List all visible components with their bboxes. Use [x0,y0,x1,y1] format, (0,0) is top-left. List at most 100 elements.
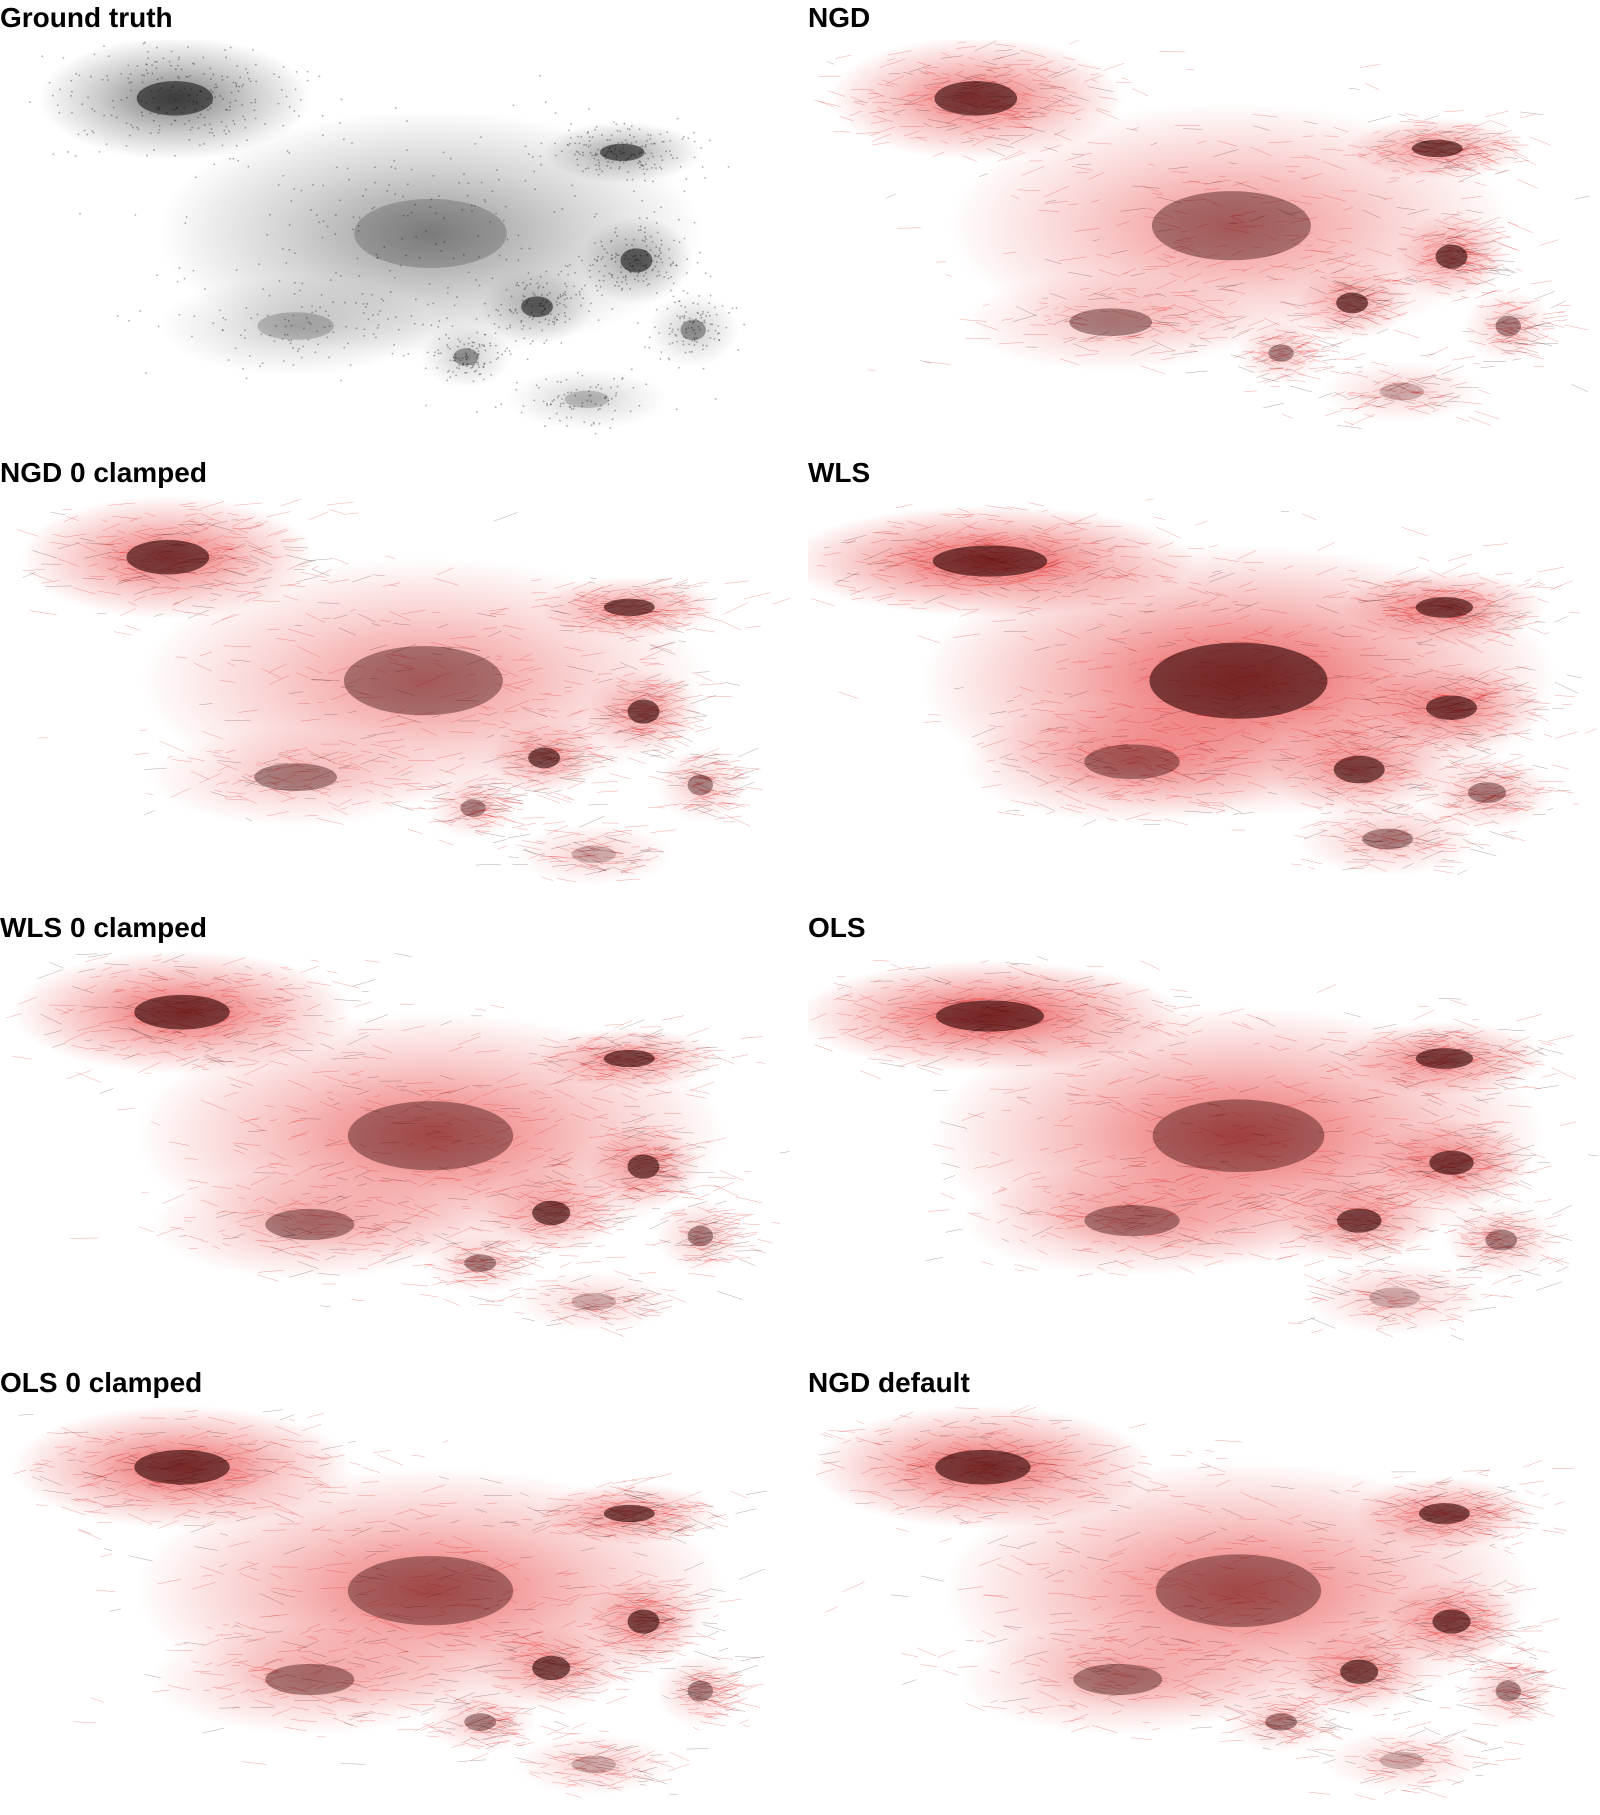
cluster-core [257,312,333,340]
cluster-core [1268,344,1293,361]
cluster-core [1429,1151,1474,1175]
cluster-core [126,540,209,575]
cluster-core [934,81,1017,116]
cluster-core [532,1656,570,1680]
plot-svg [808,495,1598,905]
cluster-core [572,1293,617,1310]
cluster-core [1362,829,1413,850]
cluster-core [1340,1660,1378,1684]
cluster-core [620,248,652,272]
plot-svg [0,495,790,905]
density-plot [808,40,1598,450]
plot-svg [808,40,1598,450]
panel-title: NGD default [808,1365,970,1401]
cluster-core [532,1201,570,1225]
cluster-core [521,296,553,317]
cluster-core [1496,1681,1521,1702]
cluster-core [1084,1205,1179,1236]
density-plot [808,950,1598,1360]
cluster-core [1265,1713,1297,1730]
cluster-core [1485,1230,1517,1251]
cluster-core [688,775,713,796]
cluster-core [1380,383,1425,400]
cluster-core [1419,1503,1470,1524]
cluster-core [1069,308,1152,336]
cluster-core [254,763,337,791]
cluster-core [1432,1609,1470,1633]
panel-ngd: NGD [808,0,1598,450]
cluster-core [1426,696,1477,720]
cluster-core [265,1664,354,1695]
cluster-core [265,1209,354,1240]
cluster-core [528,748,560,769]
cluster-core [134,995,229,1030]
panel-wls-0-clamped: WLS 0 clamped [0,910,790,1360]
panel-title: Ground truth [0,0,173,36]
cluster-core [1416,597,1473,618]
panel-title: NGD [808,0,870,36]
cluster-core [604,599,655,616]
panel-title: NGD 0 clamped [0,455,207,491]
cluster-core [464,1254,496,1271]
cluster-core [1496,316,1521,337]
cluster-core [600,144,645,161]
density-plot [0,40,790,450]
cluster-core [1152,191,1311,260]
cluster-core [628,699,660,723]
cluster-core [1380,1752,1425,1769]
panel-title: OLS 0 clamped [0,1365,202,1401]
cluster-core [628,1154,660,1178]
cluster-core [936,1000,1044,1031]
cluster-core [344,646,503,715]
cluster-core [134,1450,229,1485]
cluster-core [1153,1099,1325,1172]
cluster-core [572,846,617,863]
cluster-core [1412,140,1463,157]
cluster-core [137,81,213,116]
plot-svg [808,950,1598,1360]
panel-ngd-default: NGD default [808,1365,1598,1815]
cluster-core [354,199,507,268]
cluster-core [680,320,705,341]
cluster-core [464,1713,496,1730]
cluster-core [1084,744,1179,779]
panel-title: OLS [808,910,866,946]
plot-svg [0,1405,790,1815]
density-plot [0,950,790,1360]
cluster-core [688,1681,713,1702]
cluster-core [1416,1048,1473,1069]
panel-ols-0-clamped: OLS 0 clamped [0,1365,790,1815]
cluster-core [688,1226,713,1247]
plot-svg [0,40,790,450]
cluster-core [348,1556,513,1625]
cluster-core [933,545,1048,576]
cluster-core [1073,1664,1162,1695]
panel-ngd-0-clamped: NGD 0 clamped [0,455,790,905]
cluster-core [1156,1554,1321,1627]
density-plot [0,1405,790,1815]
panel-title: WLS [808,455,870,491]
cluster-core [1336,293,1368,314]
density-plot [808,495,1598,905]
cluster-core [1436,244,1468,268]
cluster-core [460,799,485,816]
cluster-core [564,391,609,408]
panel-ols: OLS [808,910,1598,1360]
cluster-core [604,1050,655,1067]
density-plot [0,495,790,905]
density-plot [808,1405,1598,1815]
cluster-core [935,1450,1030,1485]
cluster-core [1334,756,1385,784]
panel-ground-truth: Ground truth [0,0,790,450]
plot-svg [0,950,790,1360]
cluster-core [1468,782,1506,803]
cluster-core [604,1505,655,1522]
cluster-core [348,1101,513,1170]
cluster-core [628,1609,660,1633]
panel-wls: WLS [808,455,1598,905]
cluster-core [1369,1287,1420,1308]
panel-title: WLS 0 clamped [0,910,207,946]
cluster-core [572,1756,617,1773]
cluster-core [1337,1209,1382,1233]
cluster-core [453,348,478,365]
